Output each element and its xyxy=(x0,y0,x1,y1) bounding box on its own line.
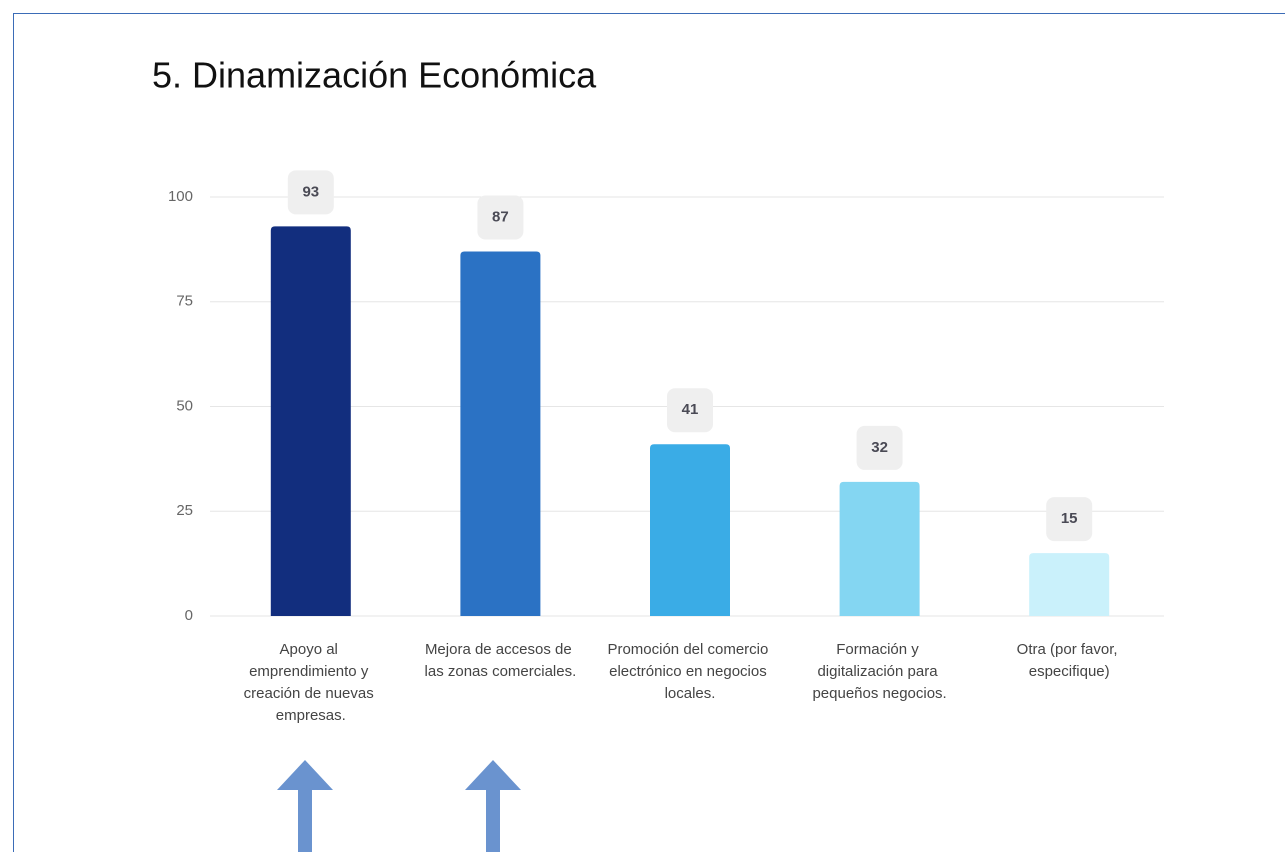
y-tick-label: 0 xyxy=(185,607,193,624)
bar xyxy=(650,444,730,616)
bar xyxy=(839,481,920,616)
bar xyxy=(460,251,541,616)
arrow xyxy=(465,760,521,852)
y-tick-label: 75 xyxy=(176,293,193,310)
x-tick-label: Formación y digitalización para pequeños… xyxy=(812,641,946,702)
value-label: 15 xyxy=(1061,510,1078,527)
x-tick-label: Otra (por favor, especifique) xyxy=(1017,641,1122,680)
value-label-box xyxy=(1046,497,1093,542)
value-label-box xyxy=(856,425,903,470)
value-label: 93 xyxy=(302,183,319,200)
value-label-box xyxy=(477,195,524,240)
chart-title: 5. Dinamización Económica xyxy=(152,55,597,96)
x-tick-label: Apoyo al emprendimiento y creación de nu… xyxy=(244,641,378,724)
y-tick-label: 50 xyxy=(176,397,193,414)
x-tick-label: Promoción del comercio electrónico en ne… xyxy=(607,641,772,702)
x-tick-label: Mejora de accesos de las zonas comercial… xyxy=(425,641,577,680)
value-label: 41 xyxy=(682,401,699,418)
value-label-box xyxy=(287,170,334,215)
y-tick-label: 100 xyxy=(168,188,193,205)
y-tick-label: 25 xyxy=(176,502,193,519)
value-label-box xyxy=(667,388,713,433)
bar xyxy=(270,226,351,616)
value-label: 87 xyxy=(492,208,509,225)
value-label: 32 xyxy=(871,439,888,456)
arrow xyxy=(277,760,333,852)
frame xyxy=(13,13,1285,852)
bar xyxy=(1029,553,1110,616)
arrows xyxy=(277,760,521,852)
